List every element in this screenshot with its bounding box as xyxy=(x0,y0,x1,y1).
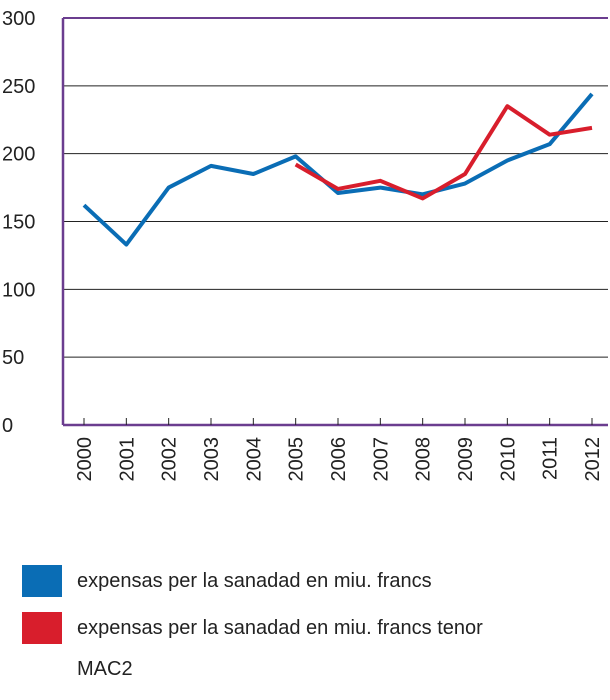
legend-swatch xyxy=(22,565,62,597)
x-tick-label: 2000 xyxy=(74,437,96,482)
legend-swatch xyxy=(22,612,62,644)
y-tick-label: 50 xyxy=(2,347,24,369)
x-tick-label: 2010 xyxy=(497,437,519,482)
y-tick-label: 0 xyxy=(2,415,13,437)
legend-label: expensas per la sanadad en miu. francs t… xyxy=(77,617,483,680)
legend-item: expensas per la sanadad en miu. francs xyxy=(22,565,497,602)
y-tick-label: 150 xyxy=(2,212,35,234)
x-tick-label: 2008 xyxy=(413,437,435,482)
x-tick-label: 2012 xyxy=(582,437,604,482)
y-tick-label: 250 xyxy=(2,76,35,98)
x-tick-label: 2003 xyxy=(201,437,223,482)
y-tick-label: 200 xyxy=(2,144,35,166)
x-tick-label: 2009 xyxy=(455,437,477,482)
line-series xyxy=(294,104,593,201)
x-tick-label: 2002 xyxy=(159,437,181,482)
y-tick-label: 300 xyxy=(2,8,35,30)
x-tick-label: 2011 xyxy=(540,437,562,480)
chart: 0 50 100 150 200 250 300 2000 2001 2002 2003 2004 20… xyxy=(2,8,608,482)
x-tick-label: 2001 xyxy=(116,437,138,482)
legend: expensas per la sanadad en miu. francs ex… xyxy=(22,565,497,700)
x-tick-label: 2004 xyxy=(243,437,265,482)
x-tick-label: 2006 xyxy=(328,437,350,482)
line-series xyxy=(82,92,594,247)
legend-label: expensas per la sanadad en miu. francs xyxy=(77,570,432,592)
x-tick-label: 2007 xyxy=(370,437,392,482)
legend-item: expensas per la sanadad en miu. francs t… xyxy=(22,612,497,690)
y-tick-label: 100 xyxy=(2,279,35,301)
x-tick-label: 2005 xyxy=(286,437,308,482)
